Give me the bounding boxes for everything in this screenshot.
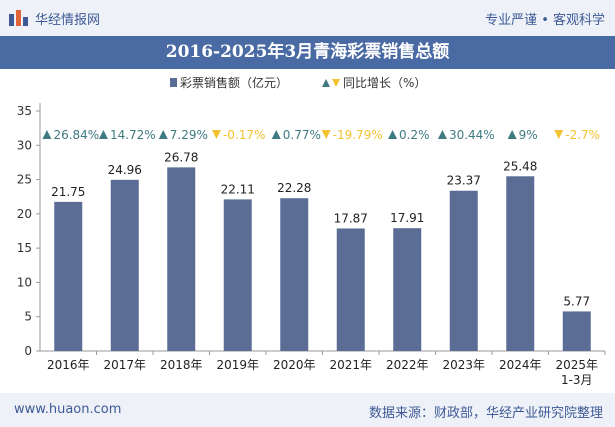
bar	[280, 198, 309, 351]
legend-label-growth: 同比增长（%）	[343, 76, 426, 90]
growth-label: 7.29%	[170, 128, 208, 142]
growth-label: -2.7%	[565, 128, 600, 142]
bar-value-label: 17.87	[334, 211, 368, 225]
bar	[110, 179, 139, 351]
bar-value-label: 5.77	[563, 294, 590, 308]
x-tick-label: 2025年	[555, 358, 598, 372]
legend-swatch-sales	[170, 78, 177, 87]
y-tick-label: 20	[17, 207, 32, 221]
growth-down-triangle-icon	[211, 130, 221, 139]
bar-value-label: 23.37	[447, 174, 481, 188]
y-tick-label: 30	[17, 138, 32, 152]
x-tick-label: 2020年	[273, 358, 316, 372]
x-tick-label: 2019年	[216, 358, 259, 372]
x-tick-label: 2024年	[499, 358, 542, 372]
growth-up-triangle-icon	[42, 130, 52, 139]
header-bar	[0, 0, 615, 36]
growth-up-triangle-icon	[507, 130, 517, 139]
axes: 0 5 10 15 20 25 30 35 2016年 2017年 2018年 2019年 2020年 2…	[17, 103, 606, 387]
bar	[336, 228, 365, 351]
growth-label: 9%	[519, 128, 538, 142]
bar	[393, 228, 422, 351]
legend-up-triangle-icon	[322, 79, 330, 87]
growth-up-triangle-icon	[98, 130, 108, 139]
bar	[167, 167, 196, 351]
bar-value-label: 21.75	[51, 185, 85, 199]
bars	[54, 167, 591, 351]
bar-value-label: 25.48	[503, 159, 537, 173]
x-tick-label: 2016年	[47, 358, 90, 372]
brand-logo-icon	[9, 10, 28, 26]
bar-value-label: 17.91	[390, 211, 424, 225]
footer-bar	[0, 393, 615, 427]
slogan: 专业严谨 • 客观科学	[485, 13, 605, 28]
x-tick-label: 2021年	[329, 358, 372, 372]
x-tick-label: 1-3月	[561, 373, 593, 387]
growth-down-triangle-icon	[321, 130, 331, 139]
y-tick-label: 0	[24, 344, 32, 358]
chart-title: 2016-2025年3月青海彩票销售总额	[165, 42, 450, 62]
y-tick-label: 35	[17, 104, 32, 118]
y-tick-label: 10	[17, 275, 32, 289]
growth-label: 14.72%	[110, 128, 156, 142]
growth-label: 30.44%	[449, 128, 495, 142]
legend: 彩票销售额（亿元） 同比增长（%）	[170, 75, 426, 90]
legend-down-triangle-icon	[332, 79, 340, 87]
legend-label-sales: 彩票销售额（亿元）	[180, 75, 288, 90]
growth-down-triangle-icon	[554, 130, 564, 139]
growth-label: 0.2%	[399, 128, 430, 142]
y-tick-label: 15	[17, 241, 32, 255]
bar-value-label: 22.11	[221, 182, 255, 196]
growth-label: 0.77%	[283, 128, 321, 142]
growth-label: 26.84%	[53, 128, 99, 142]
data-labels: 21.75 24.96 26.78 22.11 22.28 17.87 17.91 23.37…	[51, 150, 590, 308]
bar-value-label: 26.78	[164, 150, 198, 164]
growth-up-triangle-icon	[158, 130, 168, 139]
growth-up-triangle-icon	[437, 130, 447, 139]
bar	[54, 201, 83, 351]
growth-label: -19.79%	[333, 128, 383, 142]
x-tick-label: 2022年	[386, 358, 429, 372]
bar	[506, 176, 535, 351]
bar-value-label: 24.96	[108, 163, 142, 177]
bar	[449, 190, 478, 351]
chart: 彩票销售额（亿元） 同比增长（%） 0 5 10 15 20 25 30 35 2016年 2017…	[17, 75, 606, 387]
x-tick-label: 2017年	[103, 358, 146, 372]
footer-source: 数据来源：财政部，华经产业研究院整理	[368, 406, 603, 421]
y-tick-label: 5	[24, 310, 32, 324]
growth-label: -0.17%	[223, 128, 265, 142]
bar	[223, 199, 252, 351]
y-tick-label: 25	[17, 173, 32, 187]
footer-url[interactable]: www.huaon.com	[14, 402, 122, 417]
bar	[562, 311, 591, 351]
x-tick-label: 2018年	[160, 358, 203, 372]
title-band	[0, 36, 615, 69]
growth-up-triangle-icon	[271, 130, 281, 139]
growth-labels: 26.84% 14.72% 7.29% -0.17% 0.77% -19.79% 0.2% 3…	[42, 128, 600, 142]
growth-up-triangle-icon	[388, 130, 398, 139]
brand-name: 华经情报网	[35, 13, 101, 28]
bar-value-label: 22.28	[277, 181, 311, 195]
x-tick-label: 2023年	[442, 358, 485, 372]
